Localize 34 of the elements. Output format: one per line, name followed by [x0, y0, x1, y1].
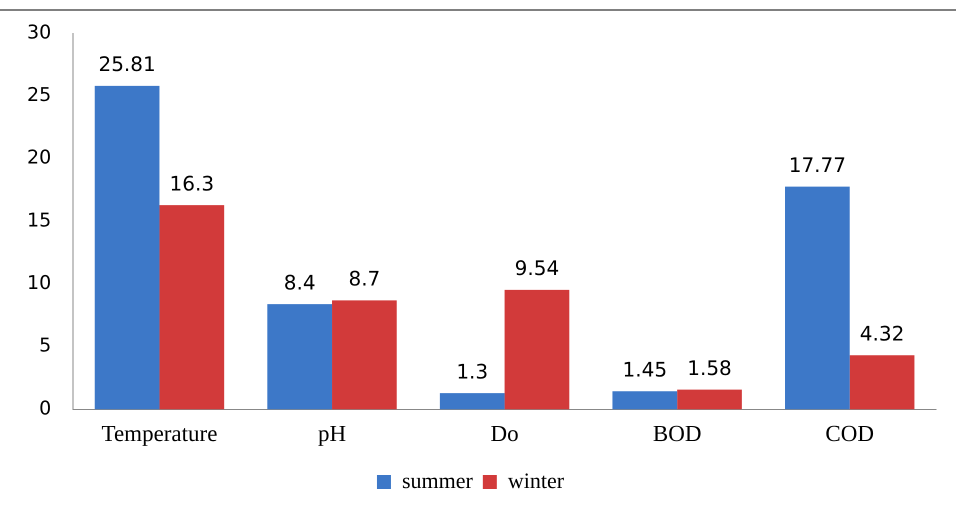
bar: [850, 355, 914, 410]
data-label: 17.77: [788, 152, 846, 177]
x-tick-label: Temperature: [102, 421, 218, 446]
bar: [94, 86, 160, 410]
y-tick-label: 5: [39, 334, 52, 357]
bar: [677, 390, 742, 410]
legend-label: summer: [402, 468, 474, 493]
bar: [612, 391, 678, 410]
bar: [504, 290, 570, 410]
y-tick-label: 30: [26, 21, 52, 44]
data-label: 1.3: [456, 359, 488, 384]
data-label: 1.58: [687, 356, 732, 380]
data-label: 9.54: [514, 256, 560, 280]
y-tick-label: 15: [26, 209, 52, 232]
x-tick-label: Do: [490, 421, 519, 446]
data-label: 4.32: [860, 321, 904, 346]
x-tick-label: pH: [318, 421, 346, 446]
bar: [440, 393, 505, 410]
legend-label: winter: [508, 468, 565, 493]
bar: [159, 205, 224, 410]
data-label: 25.81: [98, 52, 156, 76]
y-tick-label: 20: [26, 146, 52, 169]
bar: [267, 304, 332, 410]
bar: [785, 186, 850, 410]
bar: [332, 300, 397, 410]
x-tick-label: COD: [825, 421, 874, 446]
y-tick-label: 0: [39, 397, 52, 420]
x-tick-label: BOD: [652, 421, 702, 446]
data-label: 8.4: [284, 270, 316, 294]
y-tick-label: 25: [26, 84, 52, 106]
data-label: 1.45: [622, 357, 668, 382]
y-tick-label: 10: [26, 272, 52, 294]
data-label: 8.7: [348, 266, 380, 291]
data-label: 16.3: [170, 171, 214, 196]
